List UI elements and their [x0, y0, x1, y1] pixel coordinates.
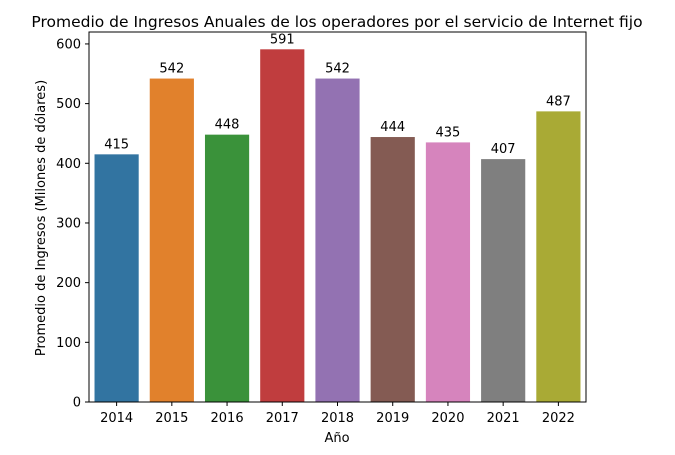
x-tick-label: 2021 — [487, 411, 520, 426]
y-tick-label: 0 — [73, 396, 81, 411]
bar-2021 — [481, 159, 526, 402]
data-label-2022: 487 — [546, 94, 571, 109]
bar-2022 — [536, 111, 581, 403]
y-tick-label: 600 — [56, 37, 81, 52]
x-tick-label: 2019 — [376, 411, 409, 426]
x-tick-label: 2017 — [266, 411, 299, 426]
chart-title: Promedio de Ingresos Anuales de los oper… — [31, 13, 642, 31]
x-tick-label: 2020 — [431, 411, 464, 426]
data-label-2015: 542 — [159, 62, 184, 77]
y-tick-label: 100 — [56, 336, 81, 351]
data-label-2020: 435 — [436, 125, 461, 140]
x-tick-label: 2016 — [211, 411, 244, 426]
plot-area: 415 2014 542 2015 448 2016 591 2017 542 2018 444 20… — [56, 31, 587, 426]
bar-2018 — [315, 78, 360, 403]
y-tick-label: 200 — [56, 276, 81, 291]
bar-2019 — [370, 137, 415, 402]
x-tick-label: 2022 — [542, 411, 575, 426]
x-axis-label: Año — [324, 431, 349, 446]
bar-2016 — [204, 134, 250, 402]
bar-2020 — [425, 142, 471, 402]
bar-2015 — [149, 78, 194, 403]
plot-frame — [88, 31, 587, 403]
y-tick-label: 300 — [56, 216, 81, 231]
data-label-2016: 448 — [215, 118, 240, 133]
y-axis-label: Promedio de Ingresos (Milones de dólares… — [34, 80, 49, 356]
data-label-2014: 415 — [104, 137, 129, 152]
data-label-2018: 542 — [325, 62, 350, 77]
y-tick-label: 400 — [56, 157, 81, 172]
x-tick-label: 2014 — [100, 411, 133, 426]
data-label-2021: 407 — [491, 142, 516, 157]
bar-2014 — [94, 154, 139, 402]
x-tick-label: 2015 — [155, 411, 188, 426]
data-label-2017: 591 — [270, 32, 295, 47]
bar-2017 — [260, 49, 305, 403]
data-label-2019: 444 — [380, 120, 405, 135]
y-tick-label: 500 — [56, 97, 81, 112]
x-tick-label: 2018 — [321, 411, 354, 426]
